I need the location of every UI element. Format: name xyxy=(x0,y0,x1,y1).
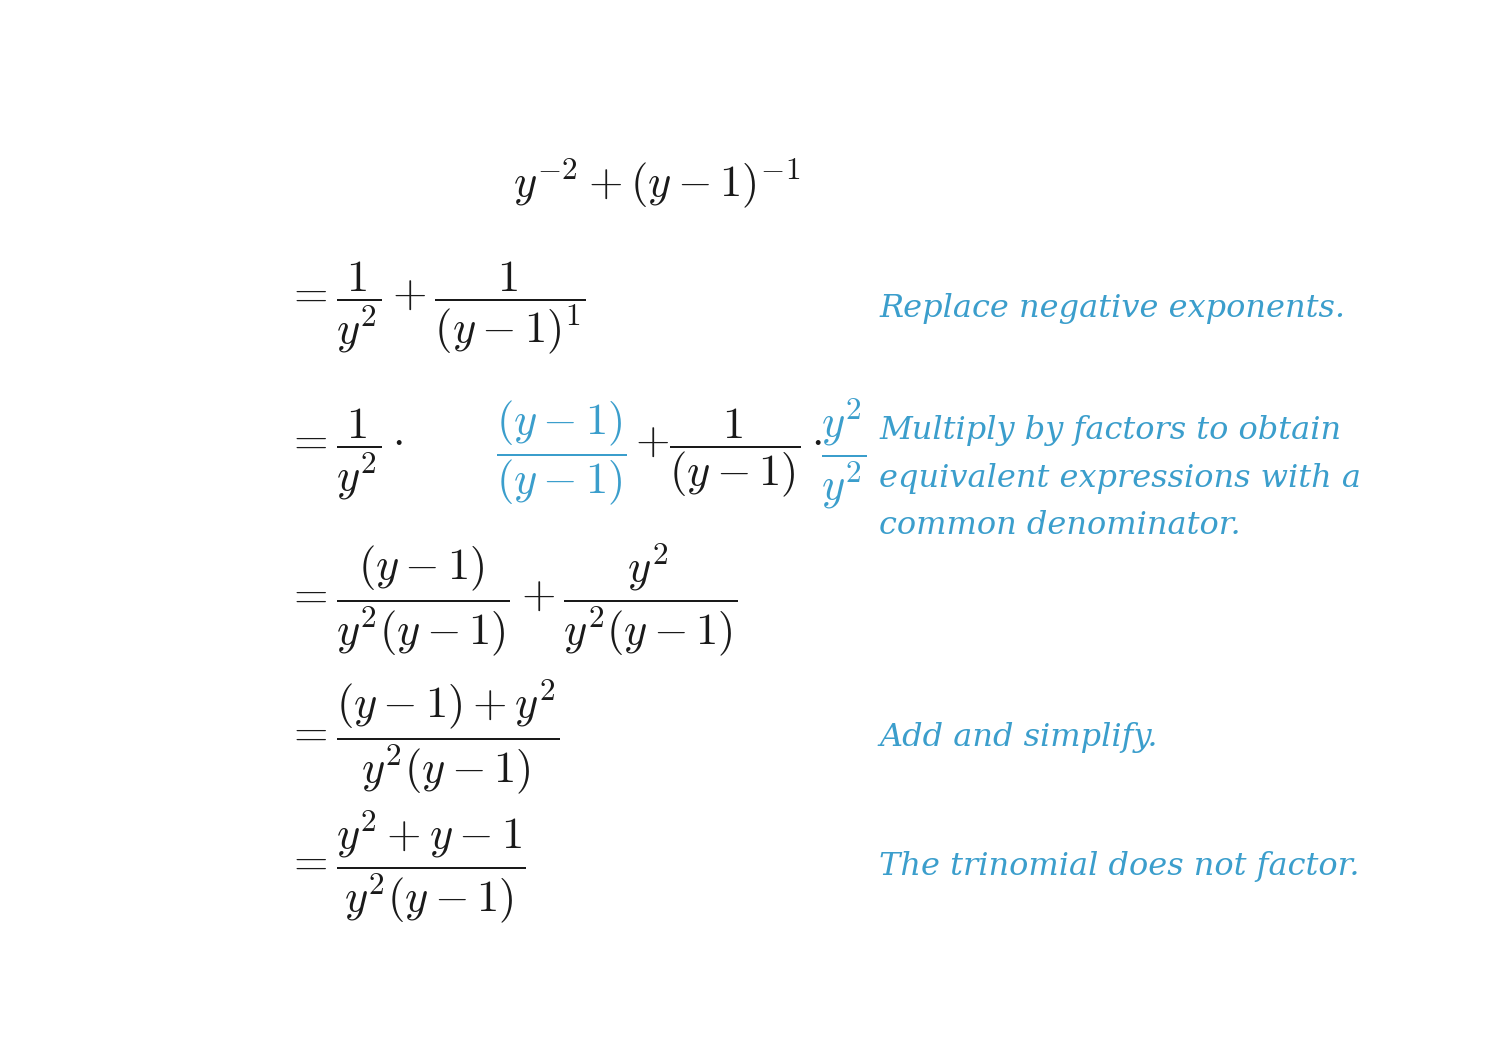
Text: $=\dfrac{1}{y^{2}}+\dfrac{1}{(y-1)^{1}}$: $=\dfrac{1}{y^{2}}+\dfrac{1}{(y-1)^{1}}$ xyxy=(286,260,586,356)
Text: $\dfrac{(y-1)}{(y-1)}$: $\dfrac{(y-1)}{(y-1)}$ xyxy=(495,399,626,509)
Text: $=\dfrac{(y-1)}{y^{2}(y-1)}+\dfrac{y^{2}}{y^{2}(y-1)}$: $=\dfrac{(y-1)}{y^{2}(y-1)}+\dfrac{y^{2}… xyxy=(286,541,738,658)
Text: The trinomial does not factor.: The trinomial does not factor. xyxy=(879,851,1359,882)
Text: Multiply by factors to obtain
equivalent expressions with a
common denominator.: Multiply by factors to obtain equivalent… xyxy=(879,415,1360,541)
Text: $=\dfrac{1}{y^{2}}\cdot$: $=\dfrac{1}{y^{2}}\cdot$ xyxy=(286,406,404,501)
Text: $=\dfrac{y^{2}+y-1}{y^{2}(y-1)}$: $=\dfrac{y^{2}+y-1}{y^{2}(y-1)}$ xyxy=(286,808,526,925)
Text: $\dfrac{y^{2}}{y^{2}}$: $\dfrac{y^{2}}{y^{2}}$ xyxy=(821,396,866,511)
Text: $+\dfrac{1}{(y-1)}\cdot$: $+\dfrac{1}{(y-1)}\cdot$ xyxy=(634,408,822,500)
Text: $y^{-2}+(y-1)^{-1}$: $y^{-2}+(y-1)^{-1}$ xyxy=(513,156,801,210)
Text: Replace negative exponents.: Replace negative exponents. xyxy=(879,293,1346,324)
Text: Add and simplify.: Add and simplify. xyxy=(879,722,1158,753)
Text: $=\dfrac{(y-1)+y^{2}}{y^{2}(y-1)}$: $=\dfrac{(y-1)+y^{2}}{y^{2}(y-1)}$ xyxy=(286,678,561,797)
